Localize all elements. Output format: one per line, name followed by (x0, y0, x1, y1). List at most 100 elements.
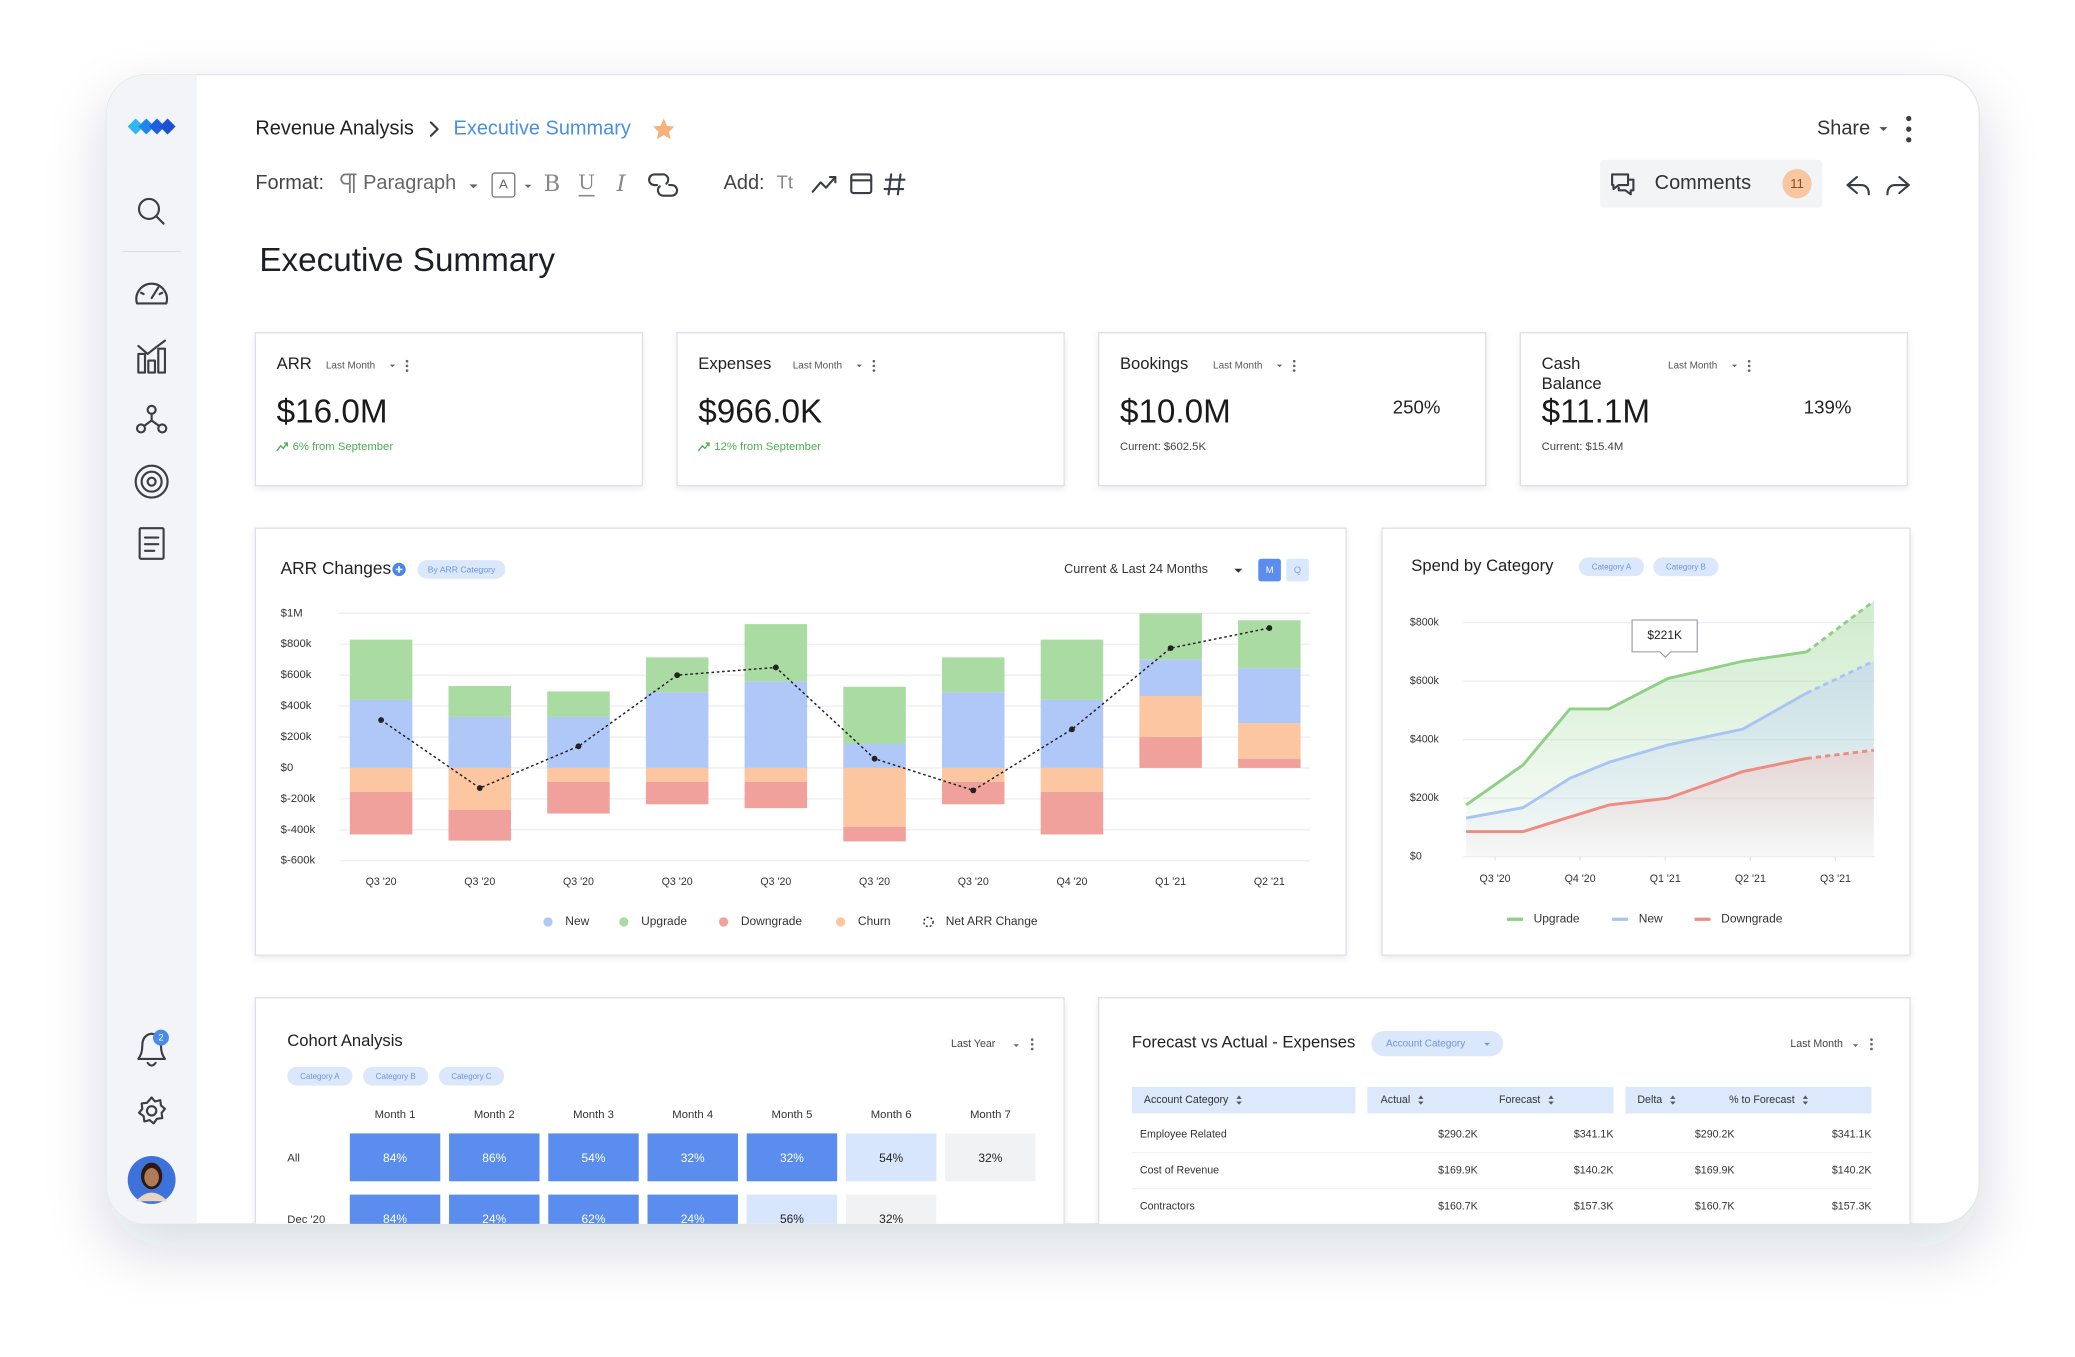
kebab-dot[interactable] (1030, 1047, 1034, 1051)
period-selector[interactable]: Last Year (951, 1038, 996, 1050)
share-button[interactable]: Share (1817, 117, 1870, 139)
kebab-dot[interactable] (872, 369, 876, 372)
series-forecast-line (1805, 659, 1875, 695)
filter-tag[interactable] (287, 1066, 353, 1086)
column-header[interactable]: Forecast (1499, 1094, 1540, 1106)
bar-segment (1238, 758, 1301, 768)
chart-tag-label: Category A (1592, 563, 1632, 572)
kebab-dot[interactable] (405, 359, 409, 363)
x-tick-label: Q3 '21 (1820, 873, 1851, 885)
kpi-period[interactable]: Last Month (326, 361, 375, 372)
paragraph-style[interactable]: Paragraph (363, 172, 456, 194)
documents-icon[interactable] (138, 527, 165, 560)
comments-button[interactable] (1600, 159, 1823, 208)
avatar[interactable] (127, 1156, 176, 1204)
cohort-cell (349, 1133, 441, 1182)
bar-segment (547, 767, 610, 782)
search-icon[interactable] (137, 197, 165, 225)
kebab-dot[interactable] (1030, 1038, 1034, 1041)
logo (127, 118, 176, 135)
table-value: $157.3K (1574, 1200, 1614, 1212)
sidebar (106, 74, 197, 1224)
bar-segment (448, 716, 512, 768)
dashboard-icon[interactable] (135, 282, 168, 305)
link-icon[interactable] (648, 173, 679, 197)
filter-tag[interactable] (438, 1066, 505, 1086)
kebab-dot[interactable] (872, 359, 876, 363)
column-header[interactable]: Delta (1637, 1094, 1662, 1106)
more-menu[interactable] (1906, 115, 1912, 143)
legend-marker (835, 917, 846, 927)
bold-button[interactable]: B (544, 171, 561, 197)
breadcrumb-current[interactable]: Executive Summary (454, 117, 631, 139)
kpi-value: $16.0M (277, 394, 388, 431)
cohort-cell-value: 24% (681, 1212, 705, 1226)
undo-button[interactable] (1846, 175, 1870, 196)
column-header[interactable]: % to Forecast (1729, 1094, 1795, 1106)
column-header[interactable]: Actual (1381, 1094, 1411, 1106)
kpi-period[interactable]: Last Month (1213, 361, 1262, 372)
kpi-value: $966.0K (698, 394, 822, 431)
kebab-dot[interactable] (1747, 369, 1751, 372)
cohort-cell-value: 62% (582, 1212, 606, 1226)
kebab-dot[interactable] (1292, 359, 1296, 363)
kebab-dot[interactable] (1747, 364, 1751, 368)
kpi-label: Balance (1542, 374, 1602, 393)
kebab-dot[interactable] (1747, 359, 1751, 363)
period-toggle[interactable] (1258, 558, 1281, 582)
breadcrumb-parent[interactable]: Revenue Analysis (255, 117, 414, 139)
x-tick-label: Q4 '20 (1565, 873, 1596, 885)
favorite-star[interactable] (653, 118, 675, 140)
period-selector[interactable]: Current & Last 24 Months (1064, 562, 1208, 576)
kebab-dot[interactable] (1292, 369, 1296, 372)
date-insert-icon[interactable] (850, 173, 873, 195)
y-tick-label: $800k (1410, 616, 1440, 628)
kebab-dot[interactable] (872, 364, 876, 368)
bar-segment (1040, 767, 1104, 792)
cohort-cell (349, 1194, 441, 1224)
font-button[interactable]: A (499, 177, 508, 192)
kebab-dot[interactable] (1292, 364, 1296, 368)
net-change-point (871, 755, 878, 762)
models-icon[interactable] (135, 404, 168, 434)
row-label: Employee Related (1140, 1129, 1227, 1141)
settings-icon[interactable] (137, 1096, 166, 1125)
chart-tag[interactable] (417, 560, 506, 579)
kebab-dot[interactable] (405, 364, 409, 368)
chart-tag[interactable] (1578, 557, 1645, 577)
number-insert-icon[interactable] (883, 173, 906, 196)
font-box[interactable] (491, 172, 516, 198)
column-header[interactable]: Account Category (1144, 1094, 1229, 1106)
reports-icon[interactable] (137, 339, 166, 374)
notifications-icon[interactable] (137, 1032, 166, 1067)
kebab-dot[interactable] (1030, 1042, 1034, 1046)
filter-tag[interactable] (363, 1066, 429, 1086)
legend-label: Downgrade (741, 914, 803, 928)
cohort-cell-value: 84% (383, 1212, 407, 1226)
kebab-dot[interactable] (1870, 1047, 1873, 1051)
filter-tag-label: Category B (376, 1072, 416, 1081)
goals-icon[interactable] (134, 464, 169, 499)
underline-button[interactable]: U (578, 170, 595, 194)
italic-button[interactable]: I (616, 171, 627, 197)
kpi-period[interactable]: Last Month (1668, 361, 1717, 372)
filter-dropdown-label[interactable]: Account Category (1386, 1038, 1465, 1049)
kebab-dot[interactable] (405, 369, 409, 372)
kpi-note: Current: $15.4M (1542, 441, 1624, 453)
kpi-period[interactable]: Last Month (793, 361, 842, 372)
kebab-dot[interactable] (1870, 1038, 1873, 1041)
chart-tag[interactable] (1653, 557, 1719, 577)
chart-insert-icon[interactable] (811, 175, 837, 193)
chart-title: ARR Changes (281, 558, 392, 578)
period-toggle[interactable] (1286, 558, 1309, 582)
paragraph-icon (340, 173, 357, 194)
period-selector[interactable]: Last Month (1790, 1038, 1843, 1050)
text-insert-button[interactable]: Tt (777, 172, 794, 193)
cohort-cell-value: 32% (681, 1151, 705, 1165)
filter-dropdown[interactable] (1371, 1030, 1504, 1057)
redo-button[interactable] (1886, 175, 1910, 196)
legend-label: New (565, 914, 589, 928)
y-tick-label: $-600k (281, 855, 316, 867)
comments-label[interactable]: Comments (1655, 172, 1751, 194)
kebab-dot[interactable] (1870, 1042, 1873, 1046)
